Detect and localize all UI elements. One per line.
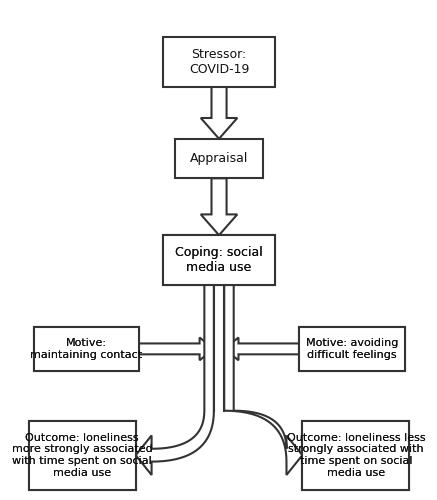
Text: Coping: social
media use: Coping: social media use — [175, 246, 263, 274]
Polygon shape — [139, 338, 214, 360]
Polygon shape — [136, 284, 214, 475]
Polygon shape — [224, 284, 302, 475]
Polygon shape — [201, 87, 237, 139]
Polygon shape — [214, 284, 224, 410]
FancyBboxPatch shape — [28, 420, 136, 490]
FancyBboxPatch shape — [28, 420, 136, 490]
Text: Stressor:
COVID-19: Stressor: COVID-19 — [189, 48, 249, 76]
Polygon shape — [224, 338, 299, 360]
Text: Motive:
maintaining contact: Motive: maintaining contact — [30, 338, 142, 359]
FancyBboxPatch shape — [299, 326, 405, 371]
FancyBboxPatch shape — [163, 235, 274, 284]
Text: Appraisal: Appraisal — [190, 152, 248, 165]
FancyBboxPatch shape — [175, 138, 263, 178]
FancyBboxPatch shape — [34, 326, 139, 371]
Text: Outcome: loneliness less
strongly associated with
time spent on social
media use: Outcome: loneliness less strongly associ… — [287, 433, 425, 478]
FancyBboxPatch shape — [163, 38, 274, 87]
Text: Coping: social
media use: Coping: social media use — [175, 246, 263, 274]
Polygon shape — [201, 178, 237, 235]
FancyBboxPatch shape — [302, 420, 409, 490]
Text: Outcome: loneliness
more strongly associated
with time spent on social
media use: Outcome: loneliness more strongly associ… — [12, 433, 153, 478]
FancyBboxPatch shape — [302, 420, 409, 490]
Text: Motive:
maintaining contact: Motive: maintaining contact — [30, 338, 142, 359]
Text: Outcome: loneliness
more strongly associated
with time spent on social
media use: Outcome: loneliness more strongly associ… — [12, 433, 153, 478]
Text: Motive: avoiding
difficult feelings: Motive: avoiding difficult feelings — [306, 338, 398, 359]
Text: Motive: avoiding
difficult feelings: Motive: avoiding difficult feelings — [306, 338, 398, 359]
FancyBboxPatch shape — [34, 326, 139, 371]
FancyBboxPatch shape — [163, 235, 274, 284]
FancyBboxPatch shape — [299, 326, 405, 371]
Text: Outcome: loneliness less
strongly associated with
time spent on social
media use: Outcome: loneliness less strongly associ… — [287, 433, 425, 478]
